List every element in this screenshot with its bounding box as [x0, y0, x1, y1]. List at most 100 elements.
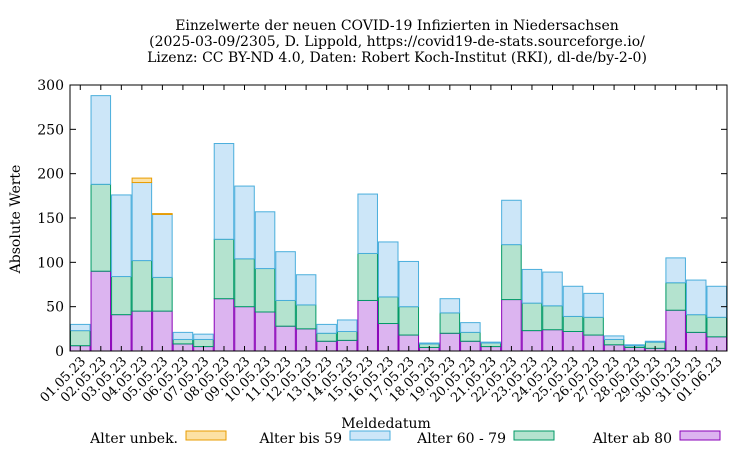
y-axis: 0 50 100 150 200 250 300: [37, 78, 727, 360]
bar-segment: [398, 306, 420, 336]
bar-segment: [172, 338, 194, 345]
chart-title-line: Lizenz: CC BY-ND 4.0, Daten: Robert Koch…: [147, 50, 647, 66]
bar-segment: [357, 299, 378, 352]
bar-segment: [213, 238, 235, 300]
bar-segment: [254, 211, 276, 270]
legend-label: Alter ab 80: [592, 431, 672, 447]
bar-segment: [398, 260, 420, 308]
bar-segment: [275, 299, 296, 327]
bar-segment: [90, 270, 112, 352]
legend-swatch: [185, 430, 227, 441]
chart-title-line: (2025-03-09/2305, D. Lippold, https://co…: [149, 34, 645, 50]
bar-segment: [213, 298, 235, 352]
bar-segment: [521, 302, 543, 332]
bar-segment: [357, 193, 378, 254]
bar-segment: [377, 241, 399, 298]
legend-label: Alter bis 59: [258, 431, 342, 447]
bar-segment: [90, 95, 112, 185]
bar-segment: [336, 330, 358, 341]
bar-segment: [357, 252, 378, 301]
bar-segment: [562, 315, 584, 332]
bar-segment: [70, 330, 91, 347]
legend-label: Alter 60 - 79: [416, 431, 506, 447]
bar-segment: [336, 319, 358, 332]
bar-segment: [542, 305, 563, 331]
bar-segment: [111, 314, 132, 352]
bar-segment: [193, 333, 214, 340]
bar-segment: [193, 338, 214, 348]
bar-segment: [377, 296, 399, 325]
bar-segment: [234, 306, 255, 352]
bar-segment: [131, 182, 153, 262]
legend-item: Alter 60 - 79: [416, 430, 555, 447]
y-axis-label: Absolute Werte: [8, 165, 24, 275]
bar-segment: [583, 292, 604, 318]
y-tick-label: 200: [37, 167, 64, 183]
bar-segment: [213, 143, 235, 240]
bar-segment: [131, 260, 153, 312]
bar-segment: [562, 285, 584, 317]
legend-item: Alter ab 80: [592, 430, 721, 447]
bar-segment: [706, 285, 727, 318]
bar-segment: [152, 213, 173, 215]
y-tick-label: 300: [37, 78, 64, 94]
legend-swatch: [349, 430, 391, 441]
bar-segment: [152, 276, 173, 312]
x-axis-label: Meldedatum: [341, 416, 431, 432]
bar-segment: [603, 335, 625, 340]
bar-segment: [316, 323, 337, 334]
bar-segment: [70, 323, 91, 332]
bar-segment: [419, 342, 440, 345]
bar-segment: [460, 322, 481, 333]
bar-segment: [501, 199, 522, 246]
legend-swatch: [513, 430, 555, 441]
chart-title-line: Einzelwerte der neuen COVID-19 Infiziert…: [175, 18, 619, 34]
chart-title: Einzelwerte der neuen COVID-19 Infiziert…: [147, 18, 647, 66]
bar-segment: [685, 279, 707, 316]
bar-segment: [295, 304, 317, 330]
y-tick-label: 0: [55, 344, 64, 360]
bar-segment: [131, 310, 153, 352]
y-tick-label: 150: [37, 211, 64, 227]
bar-segment: [501, 244, 522, 301]
bar-segment: [111, 276, 132, 316]
bar-segment: [521, 268, 543, 304]
legend-item: Alter unbek.: [89, 430, 227, 447]
legend: Alter unbek. Alter bis 59 Alter 60 - 79 Alt…: [89, 430, 721, 447]
bar-segment: [254, 311, 276, 352]
bar-segment: [152, 213, 173, 278]
legend-item: Alter bis 59: [258, 430, 391, 447]
bar-segment: [316, 332, 337, 342]
bar-segment: [275, 251, 296, 301]
bar-segment: [644, 340, 666, 343]
bar-segment: [172, 331, 194, 340]
bar-segment: [295, 274, 317, 306]
bar-segment: [665, 282, 686, 311]
bar-segment: [234, 258, 255, 308]
bar-segment: [542, 271, 563, 307]
y-tick-label: 50: [46, 300, 64, 316]
y-tick-label: 250: [37, 122, 64, 138]
bar-segment: [583, 316, 604, 336]
bar-segment: [501, 299, 522, 352]
bar-segment: [460, 331, 481, 342]
bar-segment: [439, 312, 461, 334]
bar-segment: [624, 344, 645, 347]
bar-segment: [603, 338, 625, 346]
bar-segment: [111, 194, 132, 278]
y-tick-label: 100: [37, 255, 64, 271]
bar-segment: [152, 310, 173, 352]
bar-segment: [665, 257, 686, 284]
bar-segment: [131, 177, 153, 184]
bar-segment: [254, 268, 276, 313]
chart-bars: [70, 95, 727, 352]
bar-segment: [234, 185, 255, 260]
bar-segment: [685, 314, 707, 333]
legend-label: Alter unbek.: [89, 431, 178, 447]
bar-segment: [90, 183, 112, 272]
bar-segment: [439, 298, 461, 314]
bar-segment: [706, 316, 727, 338]
bar-segment: [665, 309, 686, 352]
bar-segment: [480, 341, 502, 344]
